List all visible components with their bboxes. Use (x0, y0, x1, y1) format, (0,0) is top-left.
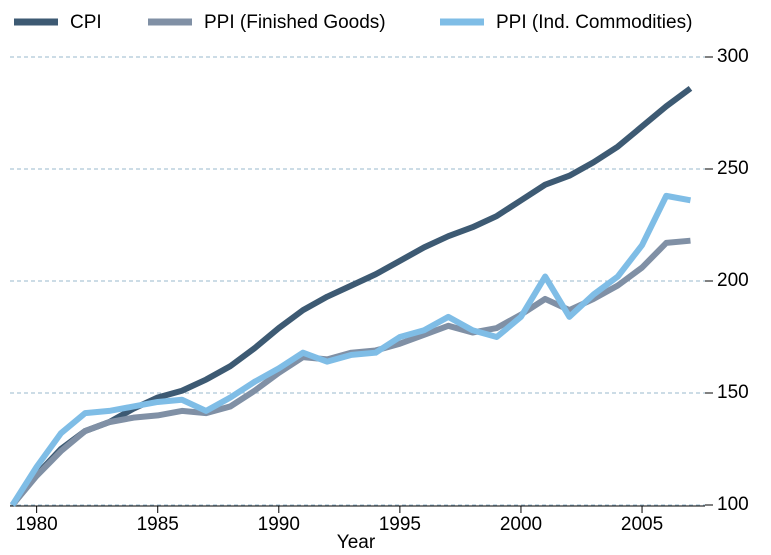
x-tick-label: 1990 (258, 514, 300, 535)
x-tick-label: 1995 (379, 514, 421, 535)
x-tick-label: 2000 (500, 514, 542, 535)
legend-label: PPI (Ind. Commodities) (496, 12, 692, 33)
series-line (10, 237, 691, 507)
legend-label: PPI (Finished Goods) (204, 12, 386, 33)
x-tick-label: 1980 (15, 514, 57, 535)
x-axis-label: Year (337, 532, 376, 553)
series-line (10, 85, 693, 507)
y-tick-label: 200 (717, 270, 749, 291)
legend-label: CPI (70, 12, 102, 33)
y-tick-label: 300 (717, 46, 749, 67)
y-tick-label: 100 (717, 494, 749, 515)
series-line (9, 192, 692, 507)
y-tick-label: 250 (717, 158, 749, 179)
x-tick-label: 2005 (621, 514, 663, 535)
x-tick-label: 1985 (137, 514, 179, 535)
y-tick-label: 150 (717, 382, 749, 403)
